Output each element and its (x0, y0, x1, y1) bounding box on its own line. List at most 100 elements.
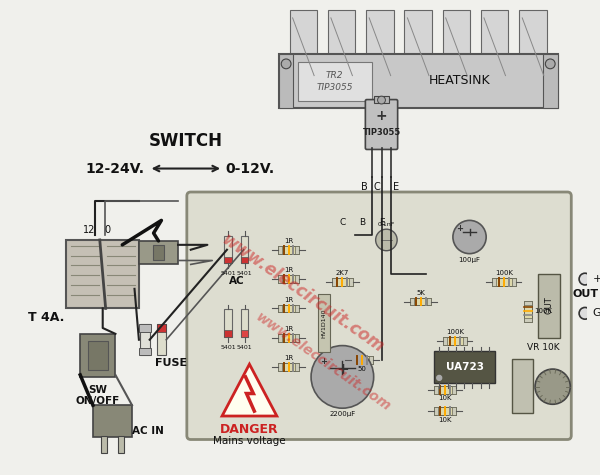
Text: 2K7: 2K7 (335, 270, 349, 276)
Bar (452, 407, 456, 415)
Text: HV1D140: HV1D140 (321, 308, 326, 338)
Bar (157, 324, 166, 355)
Bar (349, 278, 353, 286)
Bar (520, 10, 547, 84)
Text: C: C (373, 182, 380, 192)
Bar (241, 330, 248, 337)
Bar (434, 407, 438, 415)
Text: DANGER: DANGER (220, 423, 279, 436)
Circle shape (579, 307, 591, 319)
Circle shape (545, 59, 555, 69)
Text: VR 10K: VR 10K (527, 343, 559, 352)
Circle shape (377, 96, 385, 104)
Bar (434, 386, 438, 393)
Bar (93, 405, 132, 437)
Text: +: + (456, 224, 463, 233)
Bar (443, 337, 447, 345)
Circle shape (579, 273, 591, 285)
Bar (278, 246, 299, 254)
Text: 100µF: 100µF (458, 256, 481, 263)
Text: TR2
TIP3055: TR2 TIP3055 (316, 71, 353, 92)
Bar (351, 356, 373, 364)
Bar (140, 324, 149, 355)
Text: Mains voltage: Mains voltage (213, 436, 286, 446)
Text: 5401: 5401 (237, 345, 253, 350)
Text: B: B (359, 218, 365, 227)
Bar (278, 275, 282, 283)
Bar (279, 54, 557, 108)
Bar (278, 334, 282, 342)
Text: +: + (376, 109, 388, 123)
Text: B: B (361, 182, 367, 192)
Text: OUT: OUT (572, 289, 598, 299)
Bar (224, 330, 232, 337)
Bar (66, 240, 139, 308)
Circle shape (453, 220, 486, 254)
Bar (278, 275, 299, 283)
Bar (512, 359, 533, 413)
Text: 10K: 10K (439, 396, 452, 401)
Bar (298, 62, 372, 101)
Bar (318, 294, 329, 352)
Bar (224, 256, 232, 264)
Bar (434, 386, 456, 393)
Bar (332, 278, 335, 286)
Text: 0: 0 (104, 225, 111, 235)
Bar (224, 236, 232, 264)
Text: 5401: 5401 (237, 271, 253, 276)
Text: TIP3055: TIP3055 (362, 128, 401, 137)
Text: SW
ON/OFF: SW ON/OFF (76, 385, 120, 406)
Bar (524, 301, 532, 322)
FancyBboxPatch shape (365, 100, 398, 150)
Bar (101, 436, 107, 453)
Bar (241, 256, 248, 264)
Bar (290, 10, 317, 84)
Bar (524, 301, 532, 304)
Bar (241, 236, 248, 264)
Bar (443, 10, 470, 84)
Text: HEATSINK: HEATSINK (429, 74, 491, 87)
Text: 100K: 100K (534, 308, 552, 314)
Bar (139, 241, 178, 265)
Text: 5401: 5401 (220, 345, 236, 350)
Bar (374, 96, 389, 103)
Bar (139, 324, 151, 332)
Bar (351, 356, 355, 364)
Polygon shape (222, 364, 277, 416)
Text: +: + (336, 361, 349, 377)
Bar (278, 246, 282, 254)
Text: 0.1nF: 0.1nF (378, 222, 395, 227)
Bar (410, 298, 414, 305)
Text: AC IN: AC IN (132, 426, 164, 436)
Text: 1R: 1R (284, 238, 293, 244)
Bar (278, 304, 282, 313)
Text: 100K: 100K (446, 329, 464, 335)
Text: 100K: 100K (495, 270, 513, 276)
Text: 5401: 5401 (220, 271, 236, 276)
Text: www.eleccircuit.com: www.eleccircuit.com (218, 231, 388, 357)
Bar (241, 309, 248, 337)
Bar (278, 363, 299, 371)
Bar (118, 436, 124, 453)
Text: 1R: 1R (284, 355, 293, 361)
Bar (434, 352, 495, 383)
Text: SWITCH: SWITCH (149, 132, 223, 150)
Text: UA723: UA723 (446, 362, 484, 372)
Text: T 4A.: T 4A. (28, 311, 64, 324)
Text: OUT: OUT (544, 296, 553, 314)
Text: E: E (379, 218, 385, 227)
Bar (278, 304, 299, 313)
Bar (295, 334, 299, 342)
Bar (295, 275, 299, 283)
Bar (404, 10, 432, 84)
Bar (463, 337, 467, 345)
Bar (369, 356, 373, 364)
Bar (524, 318, 532, 322)
Bar (512, 278, 515, 286)
Bar (328, 10, 355, 84)
Text: G: G (593, 308, 600, 318)
Bar (366, 10, 394, 84)
Bar (538, 274, 560, 338)
Bar (278, 334, 299, 342)
Bar (492, 278, 496, 286)
